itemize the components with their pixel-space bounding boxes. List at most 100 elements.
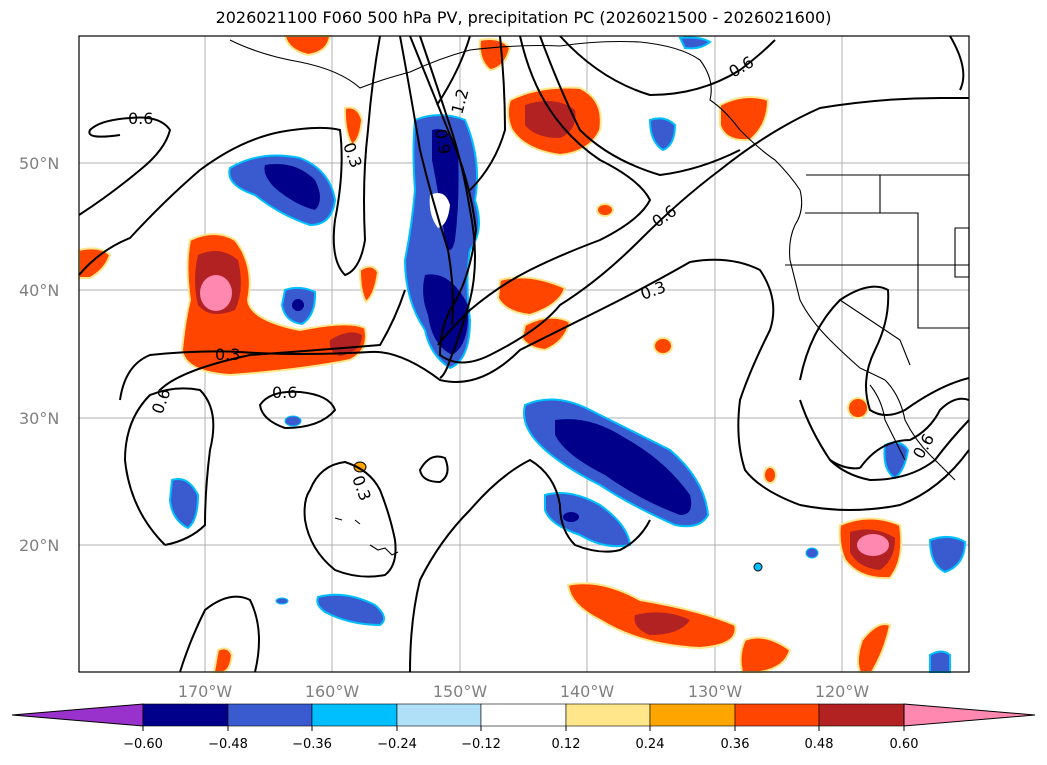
colorbar-bin: [396, 703, 482, 727]
precip-blob: [432, 129, 459, 250]
pv-contour: [78, 116, 172, 216]
precip-blob: [525, 101, 576, 138]
precip-blob: [928, 536, 967, 574]
precip-positive-regions: [78, 35, 903, 673]
colorbar-extend-right: [903, 703, 1036, 727]
pv-contour: [418, 455, 449, 484]
colorbar-tick-label: 0.24: [636, 737, 665, 752]
pv-contour: [829, 459, 861, 470]
colorbar-tick-label: −0.12: [461, 737, 501, 752]
pv-contour: [949, 35, 965, 91]
pv-contour: [123, 387, 215, 546]
pv-contour: [409, 35, 969, 364]
contour-label: 0.6: [272, 383, 297, 402]
pv-contour: [409, 458, 651, 673]
latitude-labels: 50°N 40°N 30°N 20°N: [19, 154, 59, 555]
precip-blob: [678, 36, 712, 50]
precip-blob: [358, 265, 380, 304]
lat-label: 50°N: [19, 154, 59, 173]
lon-label: 150°W: [433, 682, 488, 701]
precip-blob: [847, 397, 869, 419]
colorbar-bin: [565, 703, 651, 727]
precip-blob: [343, 106, 364, 147]
colorbar: −0.60 −0.48 −0.36 −0.24 −0.12 0.12 0.24 …: [11, 703, 1036, 752]
colorbar-ticks: [142, 726, 905, 731]
pv-contour: [303, 460, 397, 578]
precip-blob: [563, 512, 579, 522]
colorbar-tick-label: −0.24: [377, 737, 417, 752]
colorbar-bin: [311, 703, 398, 727]
pv-contour: [436, 35, 471, 106]
pv-contour: [799, 399, 970, 482]
lat-label: 40°N: [19, 281, 59, 300]
precip-blob: [423, 274, 469, 355]
colorbar-bin: [142, 703, 229, 727]
precip-blob: [596, 203, 614, 217]
lon-label: 170°W: [178, 682, 233, 701]
contour-label: 0.9: [431, 127, 454, 155]
pv-contours: [78, 35, 970, 673]
precip-blob: [555, 419, 692, 515]
colorbar-bin: [480, 703, 567, 727]
precip-blob: [329, 332, 362, 356]
pv-contour: [159, 289, 406, 391]
precip-blob: [753, 562, 763, 572]
precip-blob: [763, 466, 777, 484]
lat-label: 20°N: [19, 536, 59, 555]
map-frame: [78, 35, 970, 673]
colorbar-tick-label: −0.60: [123, 737, 163, 752]
precip-blob: [653, 337, 673, 355]
colorbar-extend-left: [11, 703, 144, 727]
colorbar-tick-label: 0.12: [552, 737, 581, 752]
pv-contour: [119, 258, 970, 511]
lat-label: 30°N: [19, 409, 59, 428]
lon-label: 120°W: [815, 682, 870, 701]
pv-contour: [437, 35, 652, 346]
precip-blob: [634, 612, 690, 635]
colorbar-bin: [227, 703, 313, 727]
colorbar-tick-label: 0.60: [890, 737, 919, 752]
lon-label: 140°W: [560, 682, 615, 701]
map-title: 2026021100 F060 500 hPa PV, precipitatio…: [215, 8, 832, 27]
pv-contour: [258, 390, 337, 430]
colorbar-tick-label: −0.36: [292, 737, 332, 752]
precip-blob: [284, 415, 302, 427]
precip-blob: [719, 95, 770, 142]
precip-blob: [200, 275, 232, 311]
precip-blob: [883, 441, 910, 480]
longitude-labels: 170°W 160°W 150°W 140°W 130°W 120°W: [178, 682, 870, 701]
precip-blob: [283, 35, 332, 57]
lon-label: 130°W: [688, 682, 743, 701]
pv-contour: [179, 595, 260, 673]
colorbar-bin: [818, 703, 905, 727]
precip-blob: [739, 636, 792, 673]
colorbar-bin: [734, 703, 820, 727]
precip-blob: [292, 299, 304, 311]
pv-contour: [859, 397, 970, 469]
colorbar-tick-label: 0.36: [721, 737, 750, 752]
precip-blob: [856, 623, 892, 673]
pv-contour: [399, 35, 454, 326]
pv-contour: [78, 35, 381, 277]
precip-blob: [264, 164, 320, 210]
precip-blob: [316, 593, 385, 627]
precip-blob: [429, 192, 450, 228]
pv-contour: [469, 35, 507, 191]
precip-blob: [648, 117, 677, 152]
contour-label: 0.3: [215, 345, 240, 364]
precip-blob: [78, 247, 112, 279]
precip-blob: [496, 276, 567, 317]
pv-contour: [539, 35, 741, 177]
colorbar-tick-label: −0.48: [208, 737, 248, 752]
precip-blob: [168, 478, 200, 530]
precip-blob: [275, 597, 289, 605]
precip-blob: [857, 534, 889, 556]
precip-blob: [805, 547, 819, 559]
pv-contour: [559, 35, 776, 97]
pv-contour: [799, 285, 970, 416]
precip-blob: [929, 650, 951, 673]
colorbar-bin: [649, 703, 736, 727]
lon-label: 160°W: [305, 682, 360, 701]
precip-negative-regions: [168, 36, 967, 673]
